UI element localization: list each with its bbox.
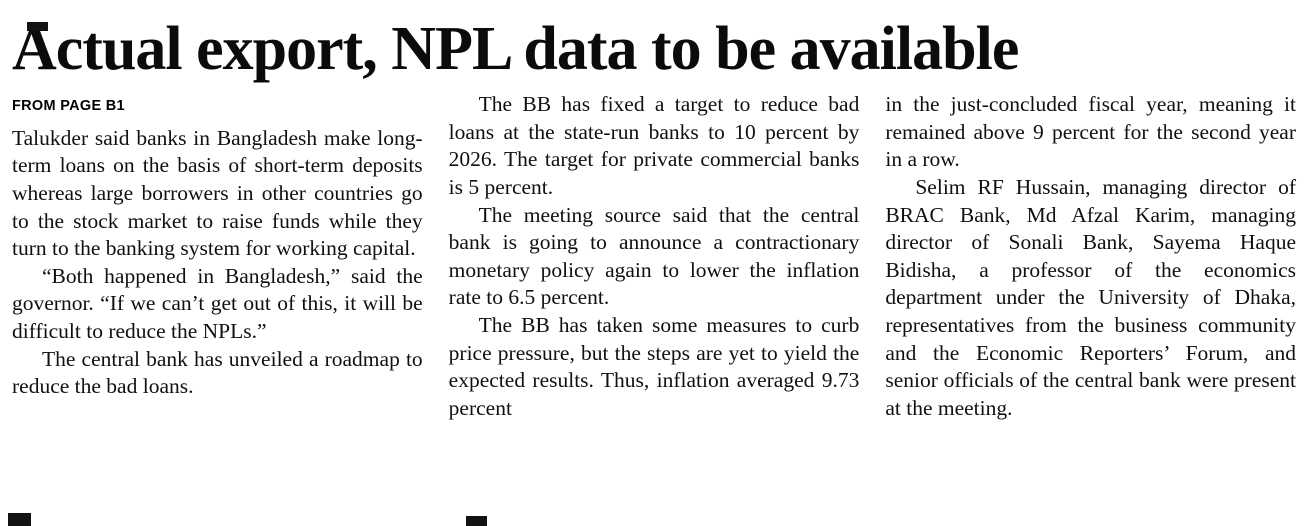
article-paragraph: Selim RF Hussain, managing director of B…: [885, 175, 1297, 420]
article-paragraph: Talukder said banks in Bangladesh make l…: [12, 125, 423, 261]
article-body: FROM PAGE B1 Talukder said banks in Bang…: [12, 91, 1296, 422]
article-paragraph: The meeting source said that the central…: [448, 202, 860, 310]
article-paragraph: The BB has fixed a target to reduce bad …: [448, 92, 860, 200]
crop-mark-bottom-left: [8, 513, 31, 526]
crop-mark-bottom-mid: [466, 516, 487, 526]
article-paragraph: The BB has taken some measures to curb p…: [448, 312, 860, 420]
article-headline: Actual export, NPL data to be available: [12, 15, 1019, 83]
article-column-1: FROM PAGE B1 Talukder said banks in Bang…: [12, 91, 423, 401]
article-paragraph: The central bank has unveiled a roadmap …: [12, 346, 423, 399]
article-column-2: The BB has fixed a target to reduce bad …: [449, 91, 860, 422]
article-paragraph: “Both happened in Bangladesh,” said the …: [12, 263, 423, 343]
newspaper-page: Actual export, NPL data to be available …: [0, 15, 1306, 526]
article-paragraph: in the just-concluded fiscal year, meani…: [885, 92, 1297, 172]
article-column-3: in the just-concluded fiscal year, meani…: [885, 91, 1296, 422]
continuation-kicker: FROM PAGE B1: [12, 98, 125, 115]
crop-mark-top-left: [27, 22, 48, 31]
